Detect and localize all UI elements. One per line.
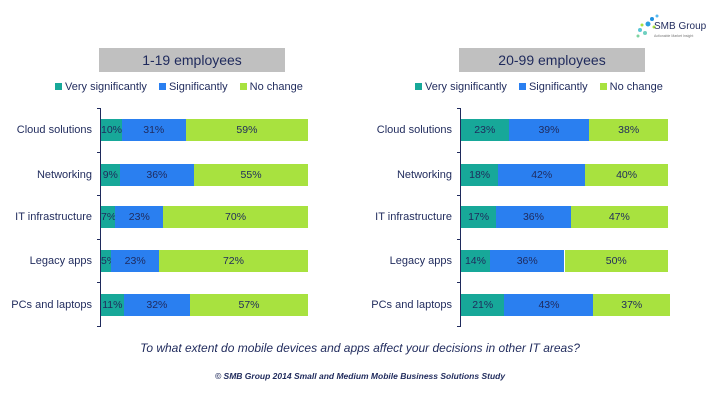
survey-question: To what extent do mobile devices and app… bbox=[140, 341, 580, 355]
bar-segment-very-significantly: 23% bbox=[461, 119, 509, 141]
category-label: IT infrastructure bbox=[375, 211, 452, 223]
bar-segment-very-significantly: 14% bbox=[461, 250, 490, 272]
axis-tick bbox=[97, 195, 101, 197]
bar-segment-no-change: 50% bbox=[564, 250, 668, 272]
axis-tick bbox=[457, 108, 461, 109]
bar-segment-significantly: 36% bbox=[496, 206, 571, 228]
bar-segment-no-change: 59% bbox=[185, 119, 308, 141]
chart-title: 20-99 employees bbox=[459, 48, 645, 72]
axis-tick bbox=[457, 195, 461, 197]
bar-segment-no-change: 40% bbox=[585, 164, 668, 186]
bar-segment-significantly: 36% bbox=[489, 250, 565, 272]
bar-segment-very-significantly: 10% bbox=[101, 119, 122, 141]
legend-item: Significantly bbox=[518, 81, 588, 93]
axis-tick bbox=[457, 282, 461, 284]
bar-segment-very-significantly: 5% bbox=[101, 250, 116, 272]
legend-label: Significantly bbox=[528, 81, 588, 93]
axis-tick bbox=[97, 326, 101, 327]
category-label: Legacy apps bbox=[29, 255, 92, 267]
bar-segment-very-significantly: 17% bbox=[461, 206, 497, 228]
bar-segment-very-significantly: 7% bbox=[101, 206, 116, 228]
legend-swatch bbox=[518, 83, 526, 90]
category-label: PCs and laptops bbox=[371, 299, 452, 311]
logo-text: SMB Group bbox=[654, 21, 707, 32]
category-label: Legacy apps bbox=[389, 255, 452, 267]
legend-item: No change bbox=[239, 81, 303, 93]
bar-segment-significantly: 23% bbox=[115, 206, 164, 228]
bar-segment-significantly: 43% bbox=[504, 294, 594, 316]
bar-segment-no-change: 70% bbox=[163, 206, 308, 228]
category-label: Cloud solutions bbox=[376, 124, 452, 136]
axis-tick bbox=[97, 238, 101, 240]
y-axis bbox=[100, 108, 101, 326]
axis-tick bbox=[97, 282, 101, 284]
bar-segment-no-change: 47% bbox=[570, 206, 668, 228]
legend-swatch bbox=[239, 83, 247, 90]
category-label: PCs and laptops bbox=[11, 299, 92, 311]
category-label: Networking bbox=[396, 169, 452, 181]
legend-label: Significantly bbox=[168, 81, 228, 93]
legend: Very significantly Significantly No change bbox=[55, 81, 303, 93]
legend-label: Very significantly bbox=[425, 81, 507, 93]
category-label: Networking bbox=[36, 169, 92, 181]
axis-tick bbox=[97, 108, 101, 109]
bar-segment-no-change: 38% bbox=[589, 119, 668, 141]
legend-item: Very significantly bbox=[55, 81, 147, 93]
bar-segment-significantly: 32% bbox=[123, 294, 190, 316]
legend-swatch bbox=[55, 83, 62, 90]
y-axis bbox=[460, 108, 461, 326]
logo-tagline: Actionable Market Insight bbox=[654, 34, 694, 38]
bar-segment-significantly: 23% bbox=[111, 250, 159, 272]
bar-segment-no-change: 37% bbox=[593, 294, 671, 316]
bar-segment-very-significantly: 18% bbox=[461, 164, 499, 186]
axis-tick bbox=[457, 151, 461, 153]
bar-segment-very-significantly: 9% bbox=[101, 164, 120, 186]
legend-item: Significantly bbox=[158, 81, 228, 93]
axis-tick bbox=[457, 238, 461, 240]
bar-segment-very-significantly: 11% bbox=[101, 294, 124, 316]
copyright-credit: © SMB Group 2014 Small and Medium Mobile… bbox=[214, 371, 506, 381]
legend-item: Very significantly bbox=[415, 81, 507, 93]
logo-dots-icon bbox=[636, 14, 659, 38]
bar-segment-significantly: 42% bbox=[498, 164, 586, 186]
category-label: IT infrastructure bbox=[15, 211, 92, 223]
category-label: Cloud solutions bbox=[16, 124, 92, 136]
legend-item: No change bbox=[599, 81, 663, 93]
axis-tick bbox=[457, 326, 461, 327]
bar-segment-significantly: 31% bbox=[121, 119, 186, 141]
bar-segment-very-significantly: 21% bbox=[461, 294, 505, 316]
legend: Very significantly Significantly No change bbox=[415, 81, 663, 93]
bar-segment-no-change: 55% bbox=[194, 164, 308, 186]
axis-tick bbox=[97, 151, 101, 153]
legend-swatch bbox=[415, 83, 422, 90]
bar-segment-no-change: 72% bbox=[158, 250, 308, 272]
bar-segment-significantly: 39% bbox=[508, 119, 590, 141]
legend-label: No change bbox=[609, 81, 663, 93]
smb-group-logo: SMB Group Actionable Market Insight bbox=[628, 8, 708, 44]
legend-swatch bbox=[158, 83, 166, 90]
legend-label: No change bbox=[249, 81, 303, 93]
bar-segment-significantly: 36% bbox=[119, 164, 195, 186]
legend-swatch bbox=[599, 83, 607, 90]
legend-label: Very significantly bbox=[65, 81, 147, 93]
chart-title: 1-19 employees bbox=[99, 48, 285, 72]
bar-segment-no-change: 57% bbox=[190, 294, 308, 316]
